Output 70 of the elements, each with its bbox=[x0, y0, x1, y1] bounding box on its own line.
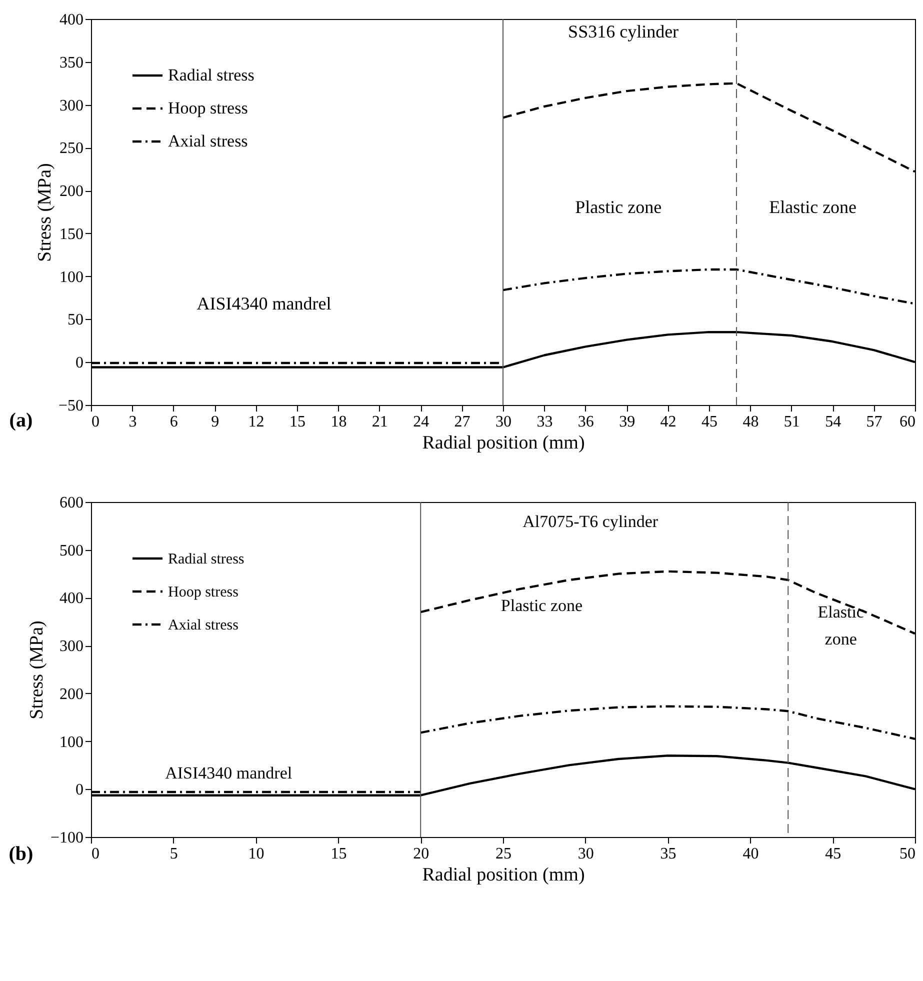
x-axis-title: Radial position (mm) bbox=[422, 432, 585, 454]
y-tick-label: 300 bbox=[60, 97, 84, 114]
x-tick-label: 10 bbox=[248, 846, 264, 862]
legend-label: Axial stress bbox=[168, 618, 239, 634]
x-axis-title: Radial position (mm) bbox=[422, 864, 585, 886]
x-tick-label: 9 bbox=[211, 414, 220, 430]
x-tick-label: 42 bbox=[660, 414, 676, 430]
annotation: Elastic zone bbox=[818, 602, 864, 649]
x-tick-label: 30 bbox=[578, 846, 594, 862]
y-tick-label: 200 bbox=[60, 686, 84, 703]
legend-label: Hoop stress bbox=[168, 98, 248, 118]
x-tick-label: 25 bbox=[496, 846, 512, 862]
annotation: AISI4340 mandrel bbox=[165, 763, 292, 782]
y-tick-label: 400 bbox=[60, 590, 84, 608]
y-tick-label: 100 bbox=[60, 734, 84, 751]
annotation: SS316 cylinder bbox=[568, 22, 679, 42]
x-tick-label: 39 bbox=[619, 414, 636, 430]
x-tick-label: 18 bbox=[330, 414, 347, 430]
x-tick-label: 0 bbox=[92, 414, 100, 430]
annotation: Plastic zone bbox=[575, 197, 662, 218]
text: (a) bbox=[9, 409, 33, 432]
y-axis-title: Stress (MPa) bbox=[34, 163, 56, 262]
legend-label: Hoop stress bbox=[168, 584, 239, 600]
x-tick-label: 33 bbox=[536, 414, 553, 430]
x-tick-label: 0 bbox=[92, 846, 100, 862]
y-tick-label: 600 bbox=[60, 494, 84, 512]
y-tick-label: 150 bbox=[60, 226, 84, 243]
y-axis-title: Stress (MPa) bbox=[26, 620, 48, 720]
x-tick-label: 15 bbox=[290, 414, 306, 430]
x-tick-label: 12 bbox=[248, 414, 264, 430]
x-tick-label: 60 bbox=[900, 414, 916, 430]
x-tick-label: 45 bbox=[825, 846, 842, 862]
legend-label: Radial stress bbox=[168, 552, 244, 568]
y-tick-label: −50 bbox=[58, 398, 84, 414]
x-tick-label: 24 bbox=[413, 414, 430, 430]
x-tick-label: 27 bbox=[454, 414, 470, 430]
y-tick-label: 100 bbox=[60, 268, 84, 286]
legend-label: Axial stress bbox=[168, 132, 248, 150]
x-tick-label: 21 bbox=[372, 414, 388, 430]
annotation: Al7075-T6 cylinder bbox=[522, 512, 658, 532]
x-tick-label: 57 bbox=[866, 414, 882, 430]
x-tick-label: 20 bbox=[413, 846, 430, 862]
x-tick-label: 50 bbox=[900, 846, 916, 862]
x-tick-label: 54 bbox=[825, 414, 842, 430]
annotation: Elastic zone bbox=[769, 197, 857, 218]
legend-label: Radial stress bbox=[168, 66, 254, 84]
y-tick-label: 500 bbox=[60, 542, 84, 560]
x-tick-label: 45 bbox=[702, 414, 718, 430]
y-tick-label: −100 bbox=[50, 830, 84, 846]
x-tick-label: 35 bbox=[660, 846, 676, 862]
y-tick-label: 350 bbox=[60, 54, 84, 72]
y-tick-label: 250 bbox=[60, 140, 84, 158]
y-tick-label: 300 bbox=[60, 638, 84, 656]
x-tick-label: 5 bbox=[170, 846, 178, 862]
x-tick-label: 48 bbox=[742, 414, 759, 430]
x-tick-label: 51 bbox=[784, 414, 800, 430]
x-tick-label: 3 bbox=[128, 414, 137, 430]
y-tick-label: 0 bbox=[76, 354, 84, 372]
annotation: Plastic zone bbox=[500, 596, 583, 615]
x-tick-label: 40 bbox=[742, 846, 759, 862]
text: (b) bbox=[8, 842, 34, 865]
y-tick-label: 50 bbox=[68, 312, 84, 329]
y-tick-label: 0 bbox=[76, 782, 84, 799]
y-tick-label: 400 bbox=[60, 12, 84, 28]
y-tick-label: 200 bbox=[60, 183, 84, 200]
x-tick-label: 30 bbox=[496, 414, 512, 430]
x-tick-label: 6 bbox=[170, 414, 178, 430]
x-tick-label: 15 bbox=[330, 846, 347, 862]
annotation: AISI4340 mandrel bbox=[196, 294, 332, 314]
x-tick-label: 36 bbox=[578, 414, 594, 430]
